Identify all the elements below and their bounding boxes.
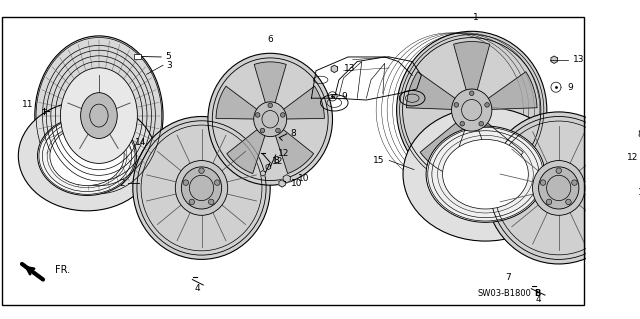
- Polygon shape: [479, 123, 524, 174]
- Ellipse shape: [452, 89, 492, 131]
- Ellipse shape: [255, 113, 260, 117]
- Ellipse shape: [397, 31, 547, 189]
- Polygon shape: [284, 86, 324, 119]
- Polygon shape: [279, 180, 285, 187]
- Text: 5: 5: [165, 52, 171, 62]
- Polygon shape: [266, 164, 271, 170]
- Polygon shape: [260, 171, 265, 176]
- FancyBboxPatch shape: [134, 54, 141, 59]
- Polygon shape: [276, 130, 314, 174]
- Text: 13: 13: [344, 64, 355, 73]
- Ellipse shape: [199, 168, 204, 174]
- Ellipse shape: [566, 199, 571, 205]
- Ellipse shape: [60, 68, 138, 163]
- Text: 7: 7: [506, 273, 511, 282]
- Text: 9: 9: [567, 83, 573, 92]
- Text: SW03-B1800: SW03-B1800: [477, 289, 531, 298]
- Ellipse shape: [50, 126, 124, 186]
- Text: 9: 9: [342, 92, 348, 101]
- Ellipse shape: [532, 160, 585, 215]
- Ellipse shape: [39, 117, 135, 194]
- Text: 14: 14: [134, 137, 146, 147]
- Polygon shape: [624, 189, 631, 197]
- Ellipse shape: [540, 180, 546, 185]
- Ellipse shape: [539, 167, 579, 209]
- Ellipse shape: [280, 113, 285, 117]
- Text: 1: 1: [474, 13, 479, 22]
- Ellipse shape: [426, 126, 545, 222]
- Polygon shape: [420, 123, 465, 174]
- Polygon shape: [254, 62, 286, 103]
- Text: 15: 15: [373, 156, 385, 165]
- Ellipse shape: [214, 180, 220, 185]
- Ellipse shape: [572, 180, 577, 185]
- Ellipse shape: [547, 199, 552, 205]
- Text: 8: 8: [274, 156, 280, 165]
- Ellipse shape: [183, 180, 189, 185]
- Text: 12: 12: [278, 149, 289, 158]
- Polygon shape: [551, 56, 557, 63]
- Ellipse shape: [460, 122, 465, 126]
- Polygon shape: [406, 72, 455, 109]
- Ellipse shape: [253, 102, 287, 137]
- Ellipse shape: [181, 167, 221, 209]
- Text: 8: 8: [291, 130, 296, 138]
- Polygon shape: [616, 167, 621, 174]
- Ellipse shape: [189, 199, 195, 205]
- Ellipse shape: [133, 116, 270, 259]
- Polygon shape: [22, 264, 29, 271]
- Ellipse shape: [556, 168, 561, 174]
- Text: 8: 8: [637, 130, 640, 139]
- Polygon shape: [227, 130, 265, 174]
- Ellipse shape: [38, 116, 136, 196]
- Ellipse shape: [276, 128, 280, 133]
- Text: 2: 2: [119, 179, 125, 188]
- Ellipse shape: [175, 160, 228, 215]
- Ellipse shape: [454, 103, 459, 107]
- Text: 10: 10: [639, 188, 640, 197]
- Ellipse shape: [484, 103, 490, 107]
- Text: 4: 4: [195, 284, 201, 293]
- Ellipse shape: [260, 128, 265, 133]
- Text: 4: 4: [536, 295, 541, 304]
- Text: 11: 11: [22, 100, 33, 109]
- Polygon shape: [488, 72, 537, 109]
- Ellipse shape: [469, 91, 474, 95]
- Polygon shape: [454, 41, 490, 90]
- Text: 6: 6: [268, 35, 273, 44]
- Ellipse shape: [479, 122, 483, 126]
- Text: 12: 12: [272, 157, 284, 166]
- Text: 10: 10: [291, 179, 303, 188]
- Ellipse shape: [35, 36, 163, 195]
- Ellipse shape: [443, 139, 529, 209]
- Ellipse shape: [486, 112, 632, 264]
- Ellipse shape: [268, 103, 273, 108]
- Text: B: B: [534, 289, 540, 298]
- Text: 13: 13: [572, 55, 584, 64]
- Ellipse shape: [428, 127, 543, 221]
- Text: 10: 10: [298, 174, 309, 183]
- Text: 3: 3: [166, 61, 172, 70]
- Text: FR.: FR.: [55, 265, 70, 275]
- Ellipse shape: [209, 199, 214, 205]
- Text: 12: 12: [627, 153, 639, 162]
- Ellipse shape: [403, 107, 568, 241]
- Ellipse shape: [208, 53, 333, 185]
- Polygon shape: [283, 175, 291, 183]
- Ellipse shape: [81, 93, 117, 138]
- Polygon shape: [216, 86, 257, 119]
- Ellipse shape: [19, 101, 156, 211]
- Polygon shape: [331, 65, 337, 72]
